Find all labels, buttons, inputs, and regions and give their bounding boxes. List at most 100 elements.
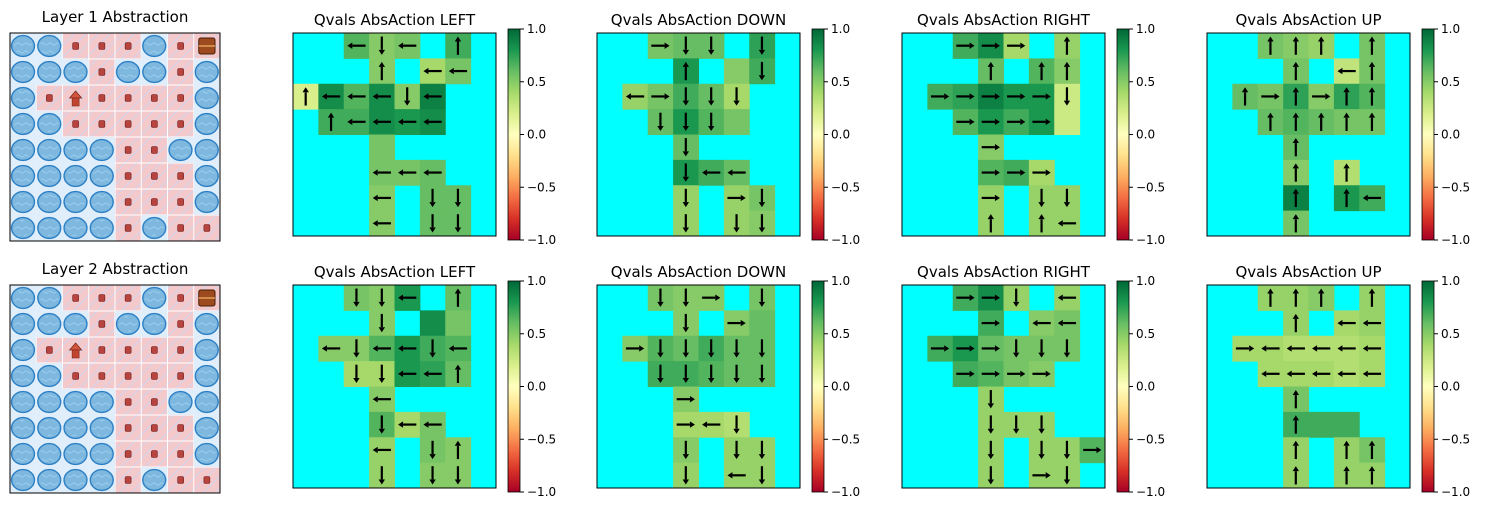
policy-arrow-head-r6-c5: [429, 202, 436, 208]
policy-arrow-head-r1-c6: [1063, 61, 1071, 67]
colorbar-gradient: [507, 28, 521, 241]
water-ripple-r3-c7: [197, 367, 217, 385]
water-ripple-r6-c0: [13, 193, 33, 211]
policy-arrow-head-r2-c5: [733, 352, 740, 358]
start-marker-body-r2-c2: [71, 349, 80, 359]
floor-item-r0-c4: [124, 42, 132, 50]
panel-title-r2-down: Qvals AbsAction DOWN: [610, 263, 787, 281]
policy-arrow-head-r6-c5: [1343, 440, 1350, 446]
colorbar-tick-label: −0.5: [1441, 432, 1470, 446]
water-ripple-r7-c1: [39, 471, 59, 489]
floor-item-r0-c2: [72, 294, 79, 302]
floor-item-r3-c5: [151, 120, 158, 128]
policy-arrow-head-r2-c2: [347, 93, 353, 100]
water-ripple-r6-c0: [13, 445, 33, 463]
colorbar-tick-label: −0.5: [1441, 180, 1470, 194]
water-ripple-r3-c0: [13, 115, 33, 133]
policy-arrow-head-r0-c6: [1368, 36, 1376, 42]
water-ripple-r4-c3: [92, 393, 112, 411]
heatmap-cell-r3-c5: [723, 109, 750, 135]
policy-arrow-head-r2-c2: [1261, 345, 1267, 352]
heatmap-row1-0: [292, 32, 497, 237]
floor-item-r4-c5: [151, 398, 158, 406]
policy-arrow-head-r2-c4: [1312, 345, 1318, 352]
floor-item-r3-c6: [177, 372, 184, 380]
water-ripple-r4-c2: [66, 141, 85, 159]
policy-arrow-head-r2-c3: [682, 100, 690, 106]
policy-arrow-head-r2-c1: [639, 345, 645, 352]
policy-arrow-head-r3-c4: [707, 125, 715, 131]
floor-item-r7-c6: [177, 476, 184, 484]
floor-item-r3-c5: [151, 372, 158, 380]
water-ripple-r5-c7: [197, 419, 217, 437]
policy-arrow-head-r0-c3: [994, 42, 1000, 49]
policy-arrow-head-r1-c6: [1368, 61, 1376, 67]
floor-item-r3-c6: [177, 120, 184, 128]
colorbar-gradient: [507, 280, 521, 493]
policy-arrow-head-r1-c3: [1292, 61, 1300, 67]
policy-arrow-head-r2-c6: [1368, 87, 1376, 93]
colorbar-tick-label: 0.5: [1136, 327, 1155, 341]
floor-item-r2-c4: [124, 346, 132, 354]
policy-arrow-head-r5-c3: [994, 169, 1000, 176]
policy-arrow-head-r5-c5: [733, 428, 740, 434]
policy-arrow-head-r7-c6: [1057, 220, 1063, 227]
policy-arrow-head-r3-c3: [1292, 112, 1300, 118]
policy-arrow-head-r7-c3: [378, 479, 386, 485]
colorbar-gradient: [811, 280, 825, 493]
policy-arrow-head-r0-c6: [758, 301, 766, 307]
floor-item-r1-c6: [177, 68, 184, 76]
water-ripple-r6-c7: [197, 193, 217, 211]
colorbar-tick-label: 0.0: [831, 128, 850, 142]
floor-item-r3-c2: [72, 120, 79, 128]
policy-arrow-head-r2-c1: [625, 93, 631, 100]
policy-arrow-head-r3-c5: [423, 118, 429, 126]
policy-arrow-head-r7-c3: [1292, 214, 1300, 220]
policy-arrow-head-r0-c2: [969, 294, 975, 301]
heatmap-row2-0: [292, 284, 497, 489]
water-ripple-r7-c3: [92, 219, 112, 237]
floor-item-r6-c6: [177, 198, 184, 206]
water-ripple-r0-c1: [39, 289, 59, 307]
heatmap-cell-r5-c4: [1308, 411, 1335, 438]
policy-arrow-head-r6-c6: [758, 454, 766, 460]
policy-arrow-head-r1-c3: [987, 61, 995, 67]
water-ripple-r7-c2: [66, 471, 85, 489]
policy-arrow-head-r2-c1: [321, 93, 327, 100]
policy-arrow-head-r3-c2: [353, 377, 360, 383]
heatmap-cell-r1-c5: [723, 58, 750, 85]
floor-item-r5-c5: [151, 172, 158, 180]
heatmap-cell-r4-c3: [369, 134, 395, 161]
policy-arrow-head-r3-c6: [454, 364, 462, 370]
water-ripple-r1-c5: [144, 315, 164, 333]
policy-arrow-head-r7-c5: [733, 227, 740, 233]
colorbar-tick-label: 0.5: [1441, 327, 1460, 341]
water-ripple-r1-c2: [66, 315, 85, 333]
panel-title-r2-up: Qvals AbsAction UP: [1235, 263, 1382, 281]
heatmap-frame: [1206, 284, 1411, 489]
policy-arrow-head-r2-c3: [372, 345, 378, 352]
policy-arrow-head-r4-c3: [1292, 390, 1300, 396]
policy-arrow-head-r4-c3: [994, 143, 1000, 151]
policy-arrow-head-r3-c5: [1045, 370, 1051, 378]
policy-arrow-head-r3-c5: [1337, 370, 1343, 378]
floor-item-r6-c4: [124, 450, 132, 458]
policy-arrow-head-r5-c4: [702, 169, 708, 176]
policy-arrow-head-r6-c3: [682, 202, 690, 208]
colorbar-tick-label: −0.5: [831, 432, 860, 446]
policy-arrow-head-r7-c5: [429, 479, 436, 485]
water-ripple-r0-c5: [144, 37, 164, 55]
policy-arrow-head-r6-c5: [1343, 188, 1350, 194]
colorbar-row1-1: 1.0 0.5 0.0 −0.5 −1.0: [811, 22, 860, 247]
policy-arrow-head-r1-c5: [1337, 67, 1343, 75]
floor-item-r7-c7: [203, 476, 211, 484]
policy-arrow-head-r3-c4: [398, 370, 404, 378]
policy-arrow-head-r7-c3: [682, 227, 690, 233]
heatmap-row2-3: [1206, 284, 1411, 489]
colorbar-gradient: [1421, 28, 1435, 241]
floor-item-r0-c6: [177, 42, 184, 50]
policy-arrow-head-r5-c3: [987, 428, 995, 434]
policy-arrow-head-r0-c3: [1292, 288, 1300, 294]
floor-item-r5-c5: [151, 424, 158, 432]
policy-arrow-head-r4-c3: [1292, 138, 1300, 144]
